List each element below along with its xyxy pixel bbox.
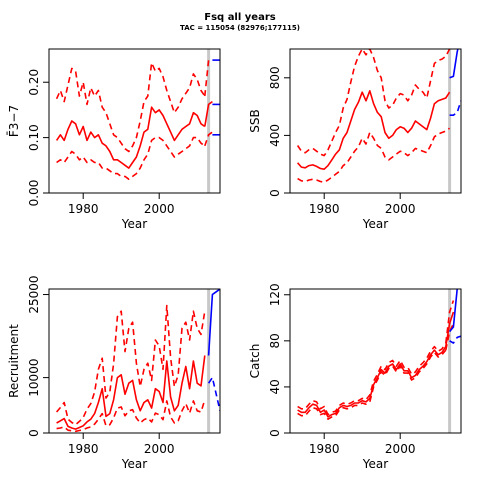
x-tick-label: 1980 [68, 442, 99, 456]
y-tick-label: 0 [268, 429, 282, 437]
x-axis-label: Year [362, 457, 388, 471]
series-lower [297, 127, 451, 183]
y-tick-label: 800 [268, 66, 282, 89]
series-extension-estimate [204, 100, 213, 127]
series-estimate [297, 90, 451, 170]
series-upper [296, 49, 451, 157]
x-tick-label: 1980 [309, 442, 340, 456]
x-axis-label: Year [362, 217, 388, 231]
y-tick-label: 0.00 [27, 180, 41, 207]
plot-frame [289, 48, 462, 194]
y-axis-label: Catch [248, 344, 262, 379]
x-tick-label: 2000 [144, 202, 175, 216]
plot-frame [48, 288, 221, 434]
series-group [55, 59, 220, 180]
y-tick-label: 120 [268, 283, 282, 306]
y-tick-label: 80 [268, 333, 282, 348]
panel-ssb: 1980 2000 0 400 800 Year SSB [248, 0, 462, 231]
panels: 1980 2000 0.00 0.10 0.20 Year F̄3−7 1980 2000 0 40… [7, 0, 462, 471]
x-tick-label: 2000 [144, 442, 175, 456]
y-tick-label: 0 [27, 429, 41, 437]
figure-subtitle: TAC = 115054 (82976;177115) [180, 24, 300, 32]
y-tick-label: 40 [268, 379, 282, 394]
y-tick-label: 0.10 [27, 124, 41, 151]
forecast-upper [450, 0, 461, 35]
series-group [55, 289, 220, 433]
panel-f: 1980 2000 0.00 0.10 0.20 Year F̄3−7 [7, 48, 221, 231]
series-estimate [55, 106, 206, 169]
panel-catch: 1980 2000 0 40 80 120 Year Catch [248, 283, 462, 471]
series-upper [55, 304, 206, 426]
series-extension-upper [204, 59, 213, 97]
plot-frame [289, 288, 462, 434]
y-tick-label: 0.20 [27, 69, 41, 96]
y-tick-label: 0 [268, 189, 282, 197]
series-group [297, 289, 461, 421]
forecast-estimate [207, 289, 220, 356]
x-tick-label: 2000 [385, 202, 416, 216]
forecast-lower [207, 376, 220, 411]
figure-title: Fsq all years [204, 12, 275, 23]
y-axis-label: Recruitment [7, 324, 21, 398]
series-lower [56, 136, 206, 180]
forecast-estimate [448, 289, 459, 333]
series-group [296, 0, 461, 183]
y-tick-label: 25000 [27, 275, 41, 313]
series-lower [297, 349, 447, 421]
series-extension-upper [445, 300, 455, 344]
plot-frame [48, 48, 221, 194]
series-upper [55, 61, 206, 153]
forecast-lower [449, 100, 461, 116]
panel-recruitment: 1980 2000 0 10000 25000 Year Recruitment [7, 275, 221, 471]
y-tick-label: 400 [268, 124, 282, 147]
x-tick-label: 1980 [68, 202, 99, 216]
series-upper [297, 342, 447, 416]
y-axis-label: SSB [248, 109, 262, 132]
series-estimate [56, 355, 206, 430]
series-extension-lower [445, 323, 455, 351]
series-extension-lower [204, 131, 213, 147]
x-axis-label: Year [121, 457, 147, 471]
forecast-estimate [449, 49, 459, 79]
x-tick-label: 2000 [385, 442, 416, 456]
x-axis-label: Year [121, 217, 147, 231]
series-estimate [297, 346, 447, 418]
y-axis-label: F̄3−7 [7, 105, 21, 137]
forecast-upper [449, 335, 461, 344]
y-tick-label: 10000 [27, 359, 41, 397]
series-lower [56, 399, 206, 433]
x-tick-label: 1980 [309, 202, 340, 216]
